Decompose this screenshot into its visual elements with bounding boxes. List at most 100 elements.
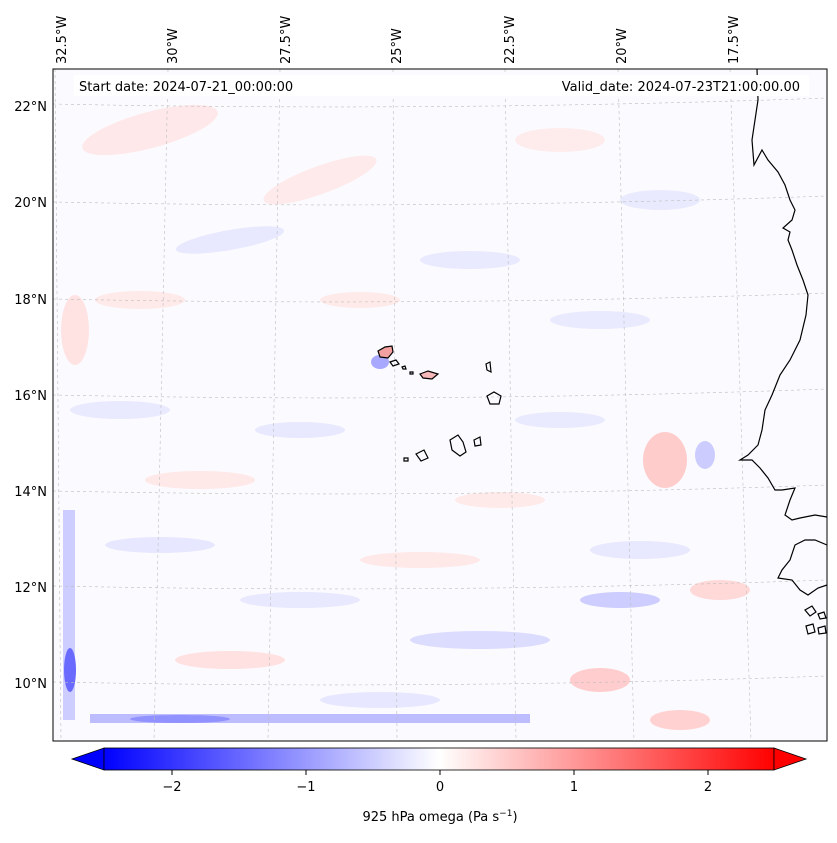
island-outline [403, 457, 409, 462]
meridian-line [504, 68, 517, 742]
colorbar-tick-marks [171, 770, 709, 775]
omega-patch [580, 592, 660, 608]
omega-patch [70, 401, 170, 419]
colorbar-tick-label: 1 [570, 780, 578, 795]
longitude-label: 22.5°W [503, 16, 518, 64]
longitude-label: 17.5°W [727, 16, 742, 64]
colorbar-title-exponent: −1 [499, 809, 512, 819]
meridian-line [54, 68, 62, 742]
omega-patch [620, 190, 700, 210]
omega-patch [550, 311, 650, 329]
latitude-label: 22°N [14, 100, 47, 115]
island-outline [805, 623, 816, 635]
colorbar-title-main: 925 hPa omega (Pa s [362, 810, 499, 825]
longitude-labels: 32.5°W 30°W 27.5°W 25°W 22.5°W 20°W 17.5… [55, 16, 742, 64]
island-outline [485, 361, 492, 374]
omega-patch [420, 251, 520, 269]
africa-coastline [777, 539, 828, 596]
colorbar-tick-label: −2 [162, 780, 181, 795]
parallel-line [52, 195, 828, 206]
header-band [74, 75, 809, 96]
colorbar-title-suffix: ) [512, 810, 517, 825]
meridian-line [729, 68, 752, 742]
meridian-line [617, 68, 635, 742]
parallel-line [52, 292, 828, 303]
colorbar-tick-label: 2 [704, 780, 712, 795]
island-outline [409, 371, 414, 375]
island-outline [817, 625, 827, 635]
meridian-line [267, 68, 281, 742]
latitude-label: 18°N [14, 293, 47, 308]
island-outline [804, 605, 817, 617]
omega-patch [690, 580, 750, 600]
omega-patch [263, 155, 377, 205]
latitude-label: 10°N [14, 677, 47, 692]
colorbar-tick-label: −1 [296, 780, 315, 795]
omega-patch [371, 355, 389, 369]
colorbar-title: 925 hPa omega (Pa s−1) [362, 809, 517, 825]
start-date-label: Start date: 2024-07-21_00:00:00 [79, 80, 293, 95]
colorbar-extend-right [773, 747, 808, 771]
island-outline [449, 434, 467, 457]
omega-patch [175, 651, 285, 669]
omega-patch [515, 412, 605, 428]
colorbar-tick-label: 0 [436, 780, 444, 795]
omega-patch [95, 291, 185, 309]
latitude-label: 12°N [14, 581, 47, 596]
colorbar-tick-labels: −2 −1 0 1 2 [162, 780, 712, 795]
colorbar-bar [103, 747, 775, 771]
longitude-label: 30°W [166, 28, 181, 64]
island-outline [401, 365, 407, 370]
colorbar: −2 −1 0 1 2 925 hPa omega (Pa s−1) [70, 747, 808, 825]
omega-patch [61, 295, 89, 365]
omega-patch [570, 668, 630, 692]
omega-patch [320, 292, 400, 308]
latitude-label: 16°N [14, 389, 47, 404]
coastlines [377, 68, 828, 635]
omega-patch [643, 432, 687, 488]
omega-patch [255, 422, 345, 438]
longitude-label: 20°W [615, 28, 630, 64]
map-plot-area: Start date: 2024-07-21_00:00:00 Valid_da… [52, 68, 828, 742]
parallel-line [52, 675, 828, 686]
omega-patch [515, 128, 605, 152]
island-outline [486, 391, 502, 405]
omega-boundary-stripe [90, 714, 530, 723]
omega-patch [82, 104, 218, 156]
omega-patch [130, 715, 230, 723]
parallel-line [52, 388, 828, 399]
omega-patch [145, 471, 255, 489]
omega-patch [105, 537, 215, 553]
latitude-label: 14°N [14, 485, 47, 500]
island-outline [419, 370, 440, 380]
island-outline [415, 449, 429, 462]
meridian-line [153, 68, 169, 742]
parallel-line [52, 97, 828, 108]
parallel-line [52, 484, 828, 495]
longitude-label: 32.5°W [55, 16, 70, 64]
longitude-label: 27.5°W [279, 16, 294, 64]
omega-patch [455, 492, 545, 508]
latitude-labels: 22°N 20°N 18°N 16°N 14°N 12°N 10°N [14, 100, 47, 692]
omega-field [61, 104, 750, 730]
parallel-line [52, 579, 828, 590]
colorbar-extend-left [70, 747, 105, 771]
graticule [52, 68, 828, 742]
omega-patch [175, 226, 285, 254]
omega-patch [695, 441, 715, 469]
island-outline [389, 359, 400, 367]
omega-patch [360, 552, 480, 568]
latitude-label: 20°N [14, 196, 47, 211]
island-outline [473, 436, 482, 447]
omega-patch [590, 541, 690, 559]
longitude-label: 25°W [390, 28, 405, 64]
valid-date-label: Valid_date: 2024-07-23T21:00:00.00 [562, 80, 800, 95]
plot-frame [52, 68, 828, 742]
omega-patch [410, 631, 550, 649]
omega-patch [64, 648, 76, 692]
omega-patch [650, 710, 710, 730]
omega-patch [240, 592, 360, 608]
omega-patch [320, 692, 440, 708]
island-outline [377, 345, 394, 359]
